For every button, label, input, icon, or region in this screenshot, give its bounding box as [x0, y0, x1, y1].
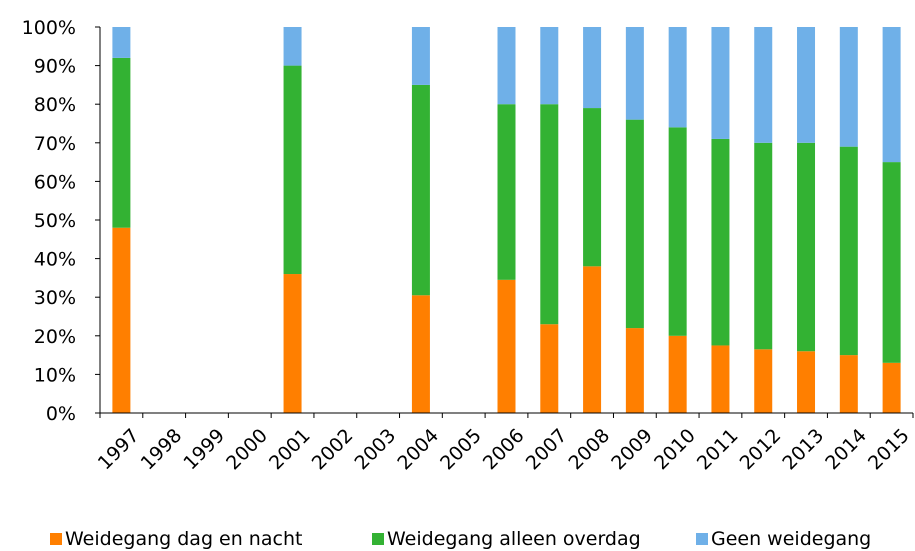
bar-segment-2014-series-2 [839, 146, 858, 356]
bar-segment-2014-series-3 [839, 27, 858, 147]
bar-segment-1997-series-3 [112, 27, 131, 58]
x-tick-label: 1999 [179, 425, 229, 475]
x-tick-label: 2000 [222, 425, 272, 475]
bar-segment-2012-series-3 [754, 27, 773, 143]
bar-segment-2004-series-2 [411, 84, 430, 296]
bar-segment-1997-series-1 [112, 227, 131, 413]
bar-segment-2009-series-2 [625, 119, 644, 329]
stacked-bar-chart: 0%10%20%30%40%50%60%70%80%90%100% 199719… [22, 17, 914, 474]
y-tick-label: 100% [22, 17, 76, 39]
bar-segment-2008-series-3 [583, 27, 602, 109]
bar-segment-2006-series-3 [497, 27, 516, 105]
y-tick-label: 70% [34, 133, 76, 155]
bar-segment-2004-series-3 [411, 27, 430, 85]
bar-segment-2007-series-3 [540, 27, 559, 105]
x-tick-label: 2009 [607, 425, 657, 475]
legend-swatch [50, 533, 62, 545]
bar-segment-2015-series-1 [882, 362, 901, 413]
bar-segment-2015-series-3 [882, 27, 901, 163]
x-tick-label: 2005 [436, 425, 486, 475]
x-tick-label: 2013 [778, 425, 828, 475]
y-tick-label: 40% [34, 249, 76, 271]
bar-segment-2004-series-1 [411, 295, 430, 413]
legend-item: Weidegang alleen overdag [372, 528, 641, 550]
y-tick-label: 50% [34, 210, 76, 232]
bar-segment-2013-series-3 [797, 27, 816, 143]
legend: Weidegang dag en nacht Weidegang alleen o… [0, 528, 915, 551]
y-tick-label: 90% [34, 56, 76, 78]
x-tick-label: 2010 [650, 425, 700, 475]
bar-segment-2014-series-1 [839, 355, 858, 413]
x-tick-label: 2006 [479, 425, 529, 475]
legend-label: Geen weidegang [711, 528, 872, 550]
bar-segment-2006-series-2 [497, 104, 516, 280]
bar-segment-2006-series-1 [497, 279, 516, 413]
bar-segment-2012-series-1 [754, 349, 773, 413]
bar-segment-2010-series-1 [668, 335, 687, 413]
x-tick-label: 2015 [864, 425, 914, 475]
x-tick-label: 2007 [522, 425, 572, 475]
bar-segment-2013-series-2 [797, 142, 816, 352]
x-tick-label: 2014 [821, 425, 871, 475]
bar-segment-2013-series-1 [797, 351, 816, 413]
x-tick-label: 2012 [736, 425, 786, 475]
bar-segment-2011-series-3 [711, 27, 730, 139]
y-tick-label: 20% [34, 326, 76, 348]
y-tick-label: 30% [34, 287, 76, 309]
x-tick-label: 2008 [564, 425, 614, 475]
bar-segment-2009-series-3 [625, 27, 644, 120]
y-tick-label: 10% [34, 364, 76, 386]
x-tick-label: 2002 [308, 425, 358, 475]
bar-segment-2001-series-1 [283, 274, 302, 413]
legend-label: Weidegang dag en nacht [65, 528, 303, 550]
legend-swatch [696, 533, 708, 545]
x-tick-label: 2004 [393, 425, 443, 475]
bar-segment-2010-series-3 [668, 27, 687, 128]
bar-segment-2012-series-2 [754, 142, 773, 350]
legend-item: Weidegang dag en nacht [50, 528, 302, 550]
bar-segment-2001-series-2 [283, 65, 302, 275]
legend-label: Weidegang alleen overdag [387, 528, 641, 550]
bar-segment-2007-series-2 [540, 104, 559, 325]
x-axis-ticks: 1997199819992000200120022003200420052006… [94, 413, 914, 474]
bar-segment-2007-series-1 [540, 324, 559, 413]
bar-segment-2010-series-2 [668, 127, 687, 336]
bar-segment-1997-series-2 [112, 57, 131, 228]
x-tick-label: 1997 [94, 425, 144, 475]
bar-segment-2008-series-1 [583, 266, 602, 413]
legend-swatch [372, 533, 384, 545]
bars [112, 27, 901, 413]
x-tick-label: 2011 [693, 425, 743, 475]
bar-segment-2008-series-2 [583, 108, 602, 267]
bar-segment-2009-series-1 [625, 328, 644, 413]
bar-segment-2015-series-2 [882, 162, 901, 363]
x-tick-label: 1998 [137, 425, 187, 475]
legend-item: Geen weidegang [696, 528, 871, 550]
y-tick-label: 80% [34, 94, 76, 116]
y-tick-label: 0% [46, 403, 76, 425]
y-tick-label: 60% [34, 171, 76, 193]
x-tick-label: 2001 [265, 425, 315, 475]
bar-segment-2011-series-2 [711, 138, 730, 346]
x-tick-label: 2003 [351, 425, 401, 475]
y-axis-ticks: 0% 10% 20% 30% 40% 50% 60% 70% 80% 90% 100% [22, 17, 100, 425]
bar-segment-2001-series-3 [283, 27, 302, 66]
bar-segment-2011-series-1 [711, 345, 730, 413]
